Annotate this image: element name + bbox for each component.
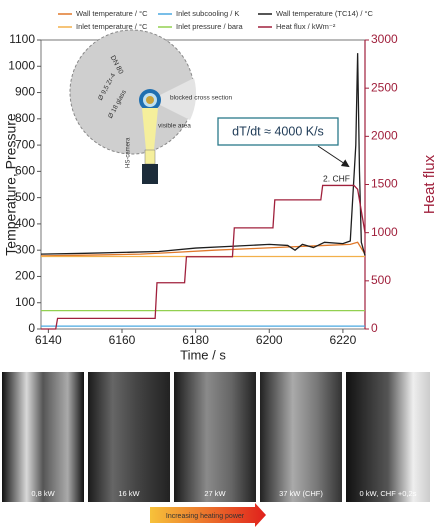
x-tick-label: 6140 xyxy=(35,333,62,347)
photo-caption: Increasing heating power xyxy=(166,513,245,520)
legend-label: Wall temperature (TC14) / °C xyxy=(276,9,373,18)
y-tick-label: 400 xyxy=(15,216,35,230)
x-axis-title: Time / s xyxy=(180,347,226,362)
photo-strip: 0,8 kW 16 kW 27 kW 37 kW (CHF) 0 kW, CHF +0,… xyxy=(2,372,430,527)
photo xyxy=(2,372,84,502)
annotation-box xyxy=(217,117,339,146)
y-tick-label: 200 xyxy=(15,269,35,283)
annotation: 2. CHF xyxy=(323,173,350,183)
y2-tick-label: 1500 xyxy=(371,177,398,191)
y2-tick-label: 0 xyxy=(371,321,378,335)
blocked-section xyxy=(150,78,196,120)
y-tick-label: 900 xyxy=(15,85,35,99)
rod xyxy=(146,96,154,104)
photo xyxy=(174,372,256,502)
y2-tick-label: 2000 xyxy=(371,129,398,143)
y-tick-label: 0 xyxy=(28,321,35,335)
y2-tick-label: 500 xyxy=(371,273,391,287)
series-line xyxy=(41,184,366,330)
inset-label: HS-camera xyxy=(126,137,132,168)
legend-label: Wall temperature / °C xyxy=(76,9,148,18)
x-tick-label: 6200 xyxy=(256,333,283,347)
legend-label: Inlet subcooling / K xyxy=(176,9,239,18)
annotation-arrow xyxy=(317,145,350,168)
y-tick-label: 1100 xyxy=(9,32,35,46)
photo-label: 27 kW xyxy=(204,489,226,498)
y-tick-label: 700 xyxy=(15,137,35,151)
y-tick-label: 100 xyxy=(15,295,35,309)
y2-tick-label: 3000 xyxy=(371,32,398,46)
legend-label: Inlet temperature / °C xyxy=(76,22,148,31)
camera-lens xyxy=(144,149,156,165)
inset-diagram: DN 80Ø 9,5 Zr-4Ø 18 glass blocked cross s… xyxy=(69,29,233,184)
y-tick-label: 1000 xyxy=(8,58,35,72)
y-tick-label: 500 xyxy=(15,190,35,204)
series-line xyxy=(40,53,366,256)
chart: 0 100 200 300 400 500 600 700 800 900 1000 1100 0 500… xyxy=(3,9,438,362)
y-tick-label: 800 xyxy=(15,111,35,125)
photo xyxy=(260,372,342,502)
x-tick-label: 6220 xyxy=(330,333,357,347)
photo-label: 37 kW (CHF) xyxy=(279,489,323,498)
legend-label: Inlet pressure / bara xyxy=(176,22,244,31)
inset-label: blocked cross section xyxy=(170,95,233,102)
y2-tick-label: 2500 xyxy=(371,80,398,94)
y-axis-title: Temperature, Pressure xyxy=(3,113,19,256)
series-line xyxy=(40,241,366,257)
photo-label: 0 kW, CHF +0,2s xyxy=(360,489,417,498)
inset-label: visible area xyxy=(158,123,191,130)
legend-label: Heat flux / kWm⁻² xyxy=(276,22,336,31)
photo xyxy=(88,372,170,502)
y2-tick-label: 1000 xyxy=(371,225,398,239)
y-tick-label: 300 xyxy=(15,242,35,256)
visible-area xyxy=(142,108,158,150)
annotation: dT/dt ≈ 4000 K/s xyxy=(232,124,324,138)
photo-label: 0,8 kW xyxy=(31,489,55,498)
y2-axis-title: Heat flux xyxy=(421,154,438,214)
photo-label: 16 kW xyxy=(118,489,140,498)
power-arrow xyxy=(150,503,266,527)
photo xyxy=(346,372,430,502)
camera-body xyxy=(142,164,158,184)
x-tick-label: 6180 xyxy=(182,333,209,347)
y-tick-label: 600 xyxy=(15,164,35,178)
x-tick-label: 6160 xyxy=(109,333,136,347)
